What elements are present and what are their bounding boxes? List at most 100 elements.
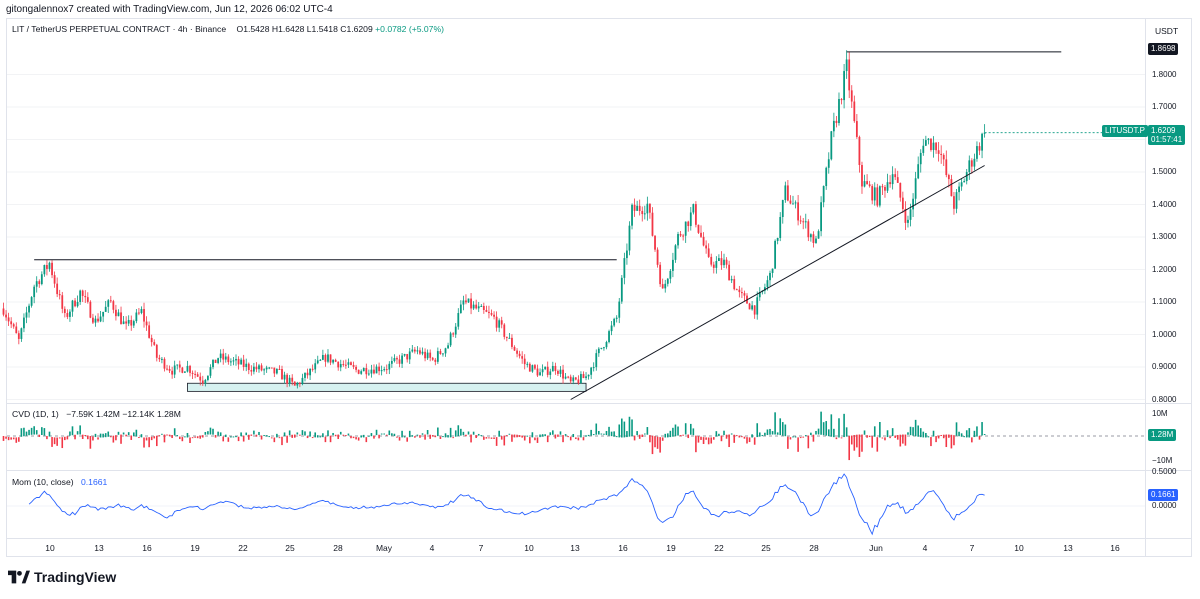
candle-body (204, 379, 207, 384)
candle-body (444, 348, 447, 354)
candle-body (459, 304, 462, 314)
candle-body (626, 250, 628, 259)
cvd-bar (368, 435, 370, 437)
cvd-bar (173, 428, 176, 436)
cvd-bar (802, 436, 805, 438)
candle-body (725, 259, 728, 265)
cvd-bar (674, 424, 677, 437)
cvd-bar (942, 434, 945, 439)
cvd-bar (761, 435, 764, 437)
candle-body (396, 358, 398, 360)
cvd-bar (628, 416, 631, 437)
candle-body (367, 373, 370, 375)
candle-body (71, 300, 74, 312)
cvd-bar (866, 435, 868, 438)
candle-body (329, 354, 332, 363)
cvd-bar (449, 427, 452, 438)
candle-body (334, 359, 337, 362)
candle-body (590, 367, 593, 375)
candle-body (46, 265, 48, 269)
candle-body (436, 351, 439, 362)
candle-body (664, 283, 667, 289)
tradingview-logo[interactable]: TradingView (8, 569, 116, 585)
candle-body (79, 290, 82, 302)
cvd-bar (378, 434, 380, 439)
candle-body (526, 363, 529, 365)
cvd-bar (896, 435, 899, 440)
candle-body (812, 234, 815, 243)
candle-body (503, 324, 506, 337)
mom-label[interactable]: Mom (10, close) (12, 477, 74, 487)
cvd-bar (965, 430, 968, 438)
cvd-label[interactable]: CVD (1D, 1) (12, 409, 59, 419)
currency-label[interactable]: USDT (1155, 26, 1179, 36)
candle-body (380, 370, 383, 372)
candle-body (66, 312, 69, 317)
cvd-bar (575, 437, 577, 440)
candle-body (600, 347, 603, 349)
candle-body (33, 286, 36, 298)
mom-legend[interactable]: Mom (10, close) 0.1661 (12, 477, 107, 487)
candle-body (194, 373, 197, 375)
candle-body (350, 362, 352, 365)
cvd-bar (889, 436, 891, 439)
candle-body (695, 204, 697, 225)
candle-body (275, 368, 278, 374)
cvd-bar (314, 432, 317, 438)
cvd-bar (523, 436, 526, 441)
pane-divider-mom[interactable] (6, 470, 1192, 471)
candle-body (705, 245, 708, 249)
cvd-bar (416, 434, 419, 436)
price-tick-label: 1.3000 (1152, 232, 1177, 241)
candle-body (184, 371, 186, 373)
mom-tick-label: 0.5000 (1152, 467, 1177, 476)
cvd-bar (329, 435, 332, 443)
cvd-bar (99, 433, 102, 438)
cvd-bar (444, 433, 447, 438)
candle-body (651, 212, 654, 236)
candle-body (178, 364, 181, 368)
candle-body (909, 209, 912, 220)
cvd-bar (385, 434, 388, 436)
cvd-bar (598, 430, 600, 435)
symbol-title[interactable]: LIT / TetherUS PERPETUAL CONTRACT · 4h ·… (12, 24, 227, 34)
candle-body (605, 342, 608, 348)
cvd-bar (260, 435, 263, 440)
candle-body (38, 281, 41, 285)
candle-body (720, 258, 723, 266)
cvd-legend[interactable]: CVD (1D, 1) −7.59K 1.42M −12.14K 1.28M (12, 409, 181, 419)
cvd-bar (779, 418, 782, 436)
cvd-bar (94, 433, 97, 438)
candle-body (411, 349, 414, 352)
candle-body (344, 364, 347, 366)
cvd-bar (810, 432, 812, 436)
cvd-bar (360, 435, 362, 438)
symbol-legend[interactable]: LIT / TetherUS PERPETUAL CONTRACT · 4h ·… (12, 24, 444, 34)
candle-body (894, 174, 897, 178)
candle-body (669, 270, 672, 279)
cvd-bar (138, 437, 140, 439)
cvd-bar (546, 435, 549, 443)
legend-open: O1.5428 (236, 24, 270, 34)
cvd-bar (373, 435, 375, 439)
candle-body (176, 364, 179, 366)
candle-body (490, 313, 493, 315)
candle-body (965, 172, 968, 182)
pane-divider-cvd[interactable] (6, 403, 1192, 404)
cvd-bar (191, 437, 194, 439)
candle-body (327, 354, 329, 362)
candle-body (120, 312, 122, 324)
candle-body (953, 196, 955, 209)
cvd-bar (861, 434, 863, 452)
cvd-bar (253, 430, 255, 435)
cvd-bar (87, 435, 89, 440)
cvd-bar (636, 431, 638, 436)
cvd-bar (638, 434, 641, 439)
candle-body (20, 328, 23, 339)
candle-body (855, 121, 858, 137)
cvd-bar (822, 422, 825, 436)
candle-body (301, 377, 304, 385)
cvd-bar (672, 427, 674, 437)
cvd-bar (426, 430, 429, 435)
